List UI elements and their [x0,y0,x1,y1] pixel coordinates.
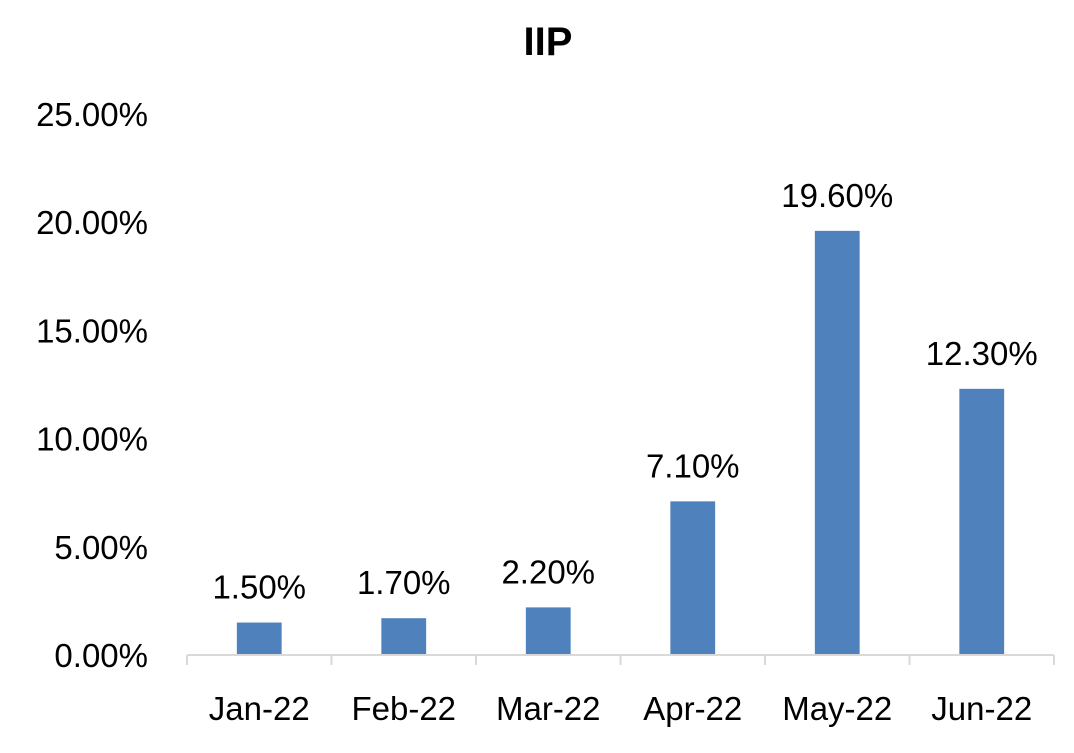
data-label: 12.30% [926,335,1038,372]
data-label: 19.60% [781,177,893,214]
y-tick-label: 25.00% [36,96,148,133]
x-axis-labels: Jan-22 Feb-22 Mar-22 Apr-22 May-22 Jun-22 [209,690,1032,727]
x-tick-label: Mar-22 [496,690,601,727]
y-tick-label: 15.00% [36,312,148,349]
y-tick-label: 0.00% [54,637,148,674]
data-label: 1.50% [212,569,306,606]
bar [814,230,860,655]
y-tick-label: 20.00% [36,204,148,241]
data-labels: 1.50% 1.70% 2.20% 7.10% 19.60% 12.30% [212,177,1037,606]
bar [670,501,716,655]
y-tick-label: 5.00% [54,529,148,566]
y-axis-ticks: 0.00% 5.00% 10.00% 15.00% 20.00% 25.00% [36,96,148,674]
bars [236,230,1005,655]
data-label: 1.70% [357,564,451,601]
data-label: 7.10% [646,447,740,484]
x-tick-label: Jun-22 [931,690,1032,727]
chart-title: IIP [524,20,573,64]
data-label: 2.20% [501,553,595,590]
bar [381,618,427,655]
x-tick-label: May-22 [782,690,892,727]
bar [236,622,282,655]
bar [525,607,571,655]
x-tick-label: Jan-22 [209,690,310,727]
y-tick-label: 10.00% [36,421,148,458]
x-tick-label: Apr-22 [643,690,742,727]
bar [959,388,1005,655]
x-axis [186,654,1055,665]
x-tick-label: Feb-22 [351,690,456,727]
